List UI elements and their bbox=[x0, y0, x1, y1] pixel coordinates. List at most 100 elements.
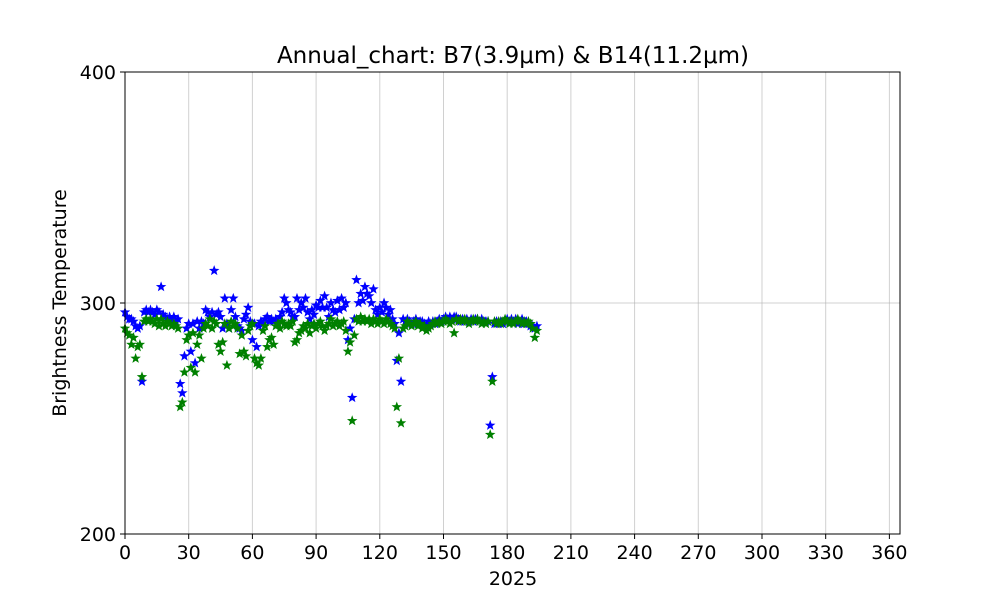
data-point bbox=[385, 304, 396, 315]
data-point bbox=[247, 318, 258, 329]
data-point bbox=[181, 334, 192, 345]
data-point bbox=[363, 290, 375, 301]
x-tick-label: 180 bbox=[489, 542, 525, 564]
data-point bbox=[124, 329, 135, 340]
data-point bbox=[141, 313, 152, 324]
x-tick-label: 330 bbox=[808, 542, 844, 564]
data-point bbox=[134, 320, 146, 331]
data-point bbox=[160, 320, 171, 331]
data-point bbox=[136, 371, 148, 382]
data-point bbox=[489, 315, 500, 326]
data-point bbox=[296, 325, 307, 336]
data-point bbox=[336, 292, 347, 303]
data-point bbox=[342, 334, 354, 345]
data-point bbox=[300, 292, 311, 303]
data-point bbox=[172, 313, 184, 324]
data-point bbox=[380, 313, 392, 324]
data-point bbox=[310, 322, 322, 333]
data-point bbox=[312, 302, 324, 313]
data-point bbox=[128, 315, 139, 326]
data-point bbox=[242, 302, 254, 313]
data-point bbox=[380, 302, 392, 313]
series-green bbox=[119, 311, 543, 440]
data-point bbox=[221, 359, 233, 370]
data-point bbox=[353, 297, 364, 308]
data-point bbox=[410, 315, 422, 326]
data-point bbox=[279, 318, 290, 329]
data-point bbox=[529, 332, 541, 343]
data-point bbox=[448, 327, 460, 338]
data-point bbox=[149, 318, 160, 329]
data-point bbox=[417, 315, 428, 326]
data-point bbox=[242, 325, 254, 336]
data-point bbox=[234, 348, 245, 359]
data-point bbox=[525, 318, 536, 329]
data-point bbox=[429, 315, 441, 326]
data-point bbox=[361, 288, 373, 299]
data-point bbox=[308, 309, 320, 319]
data-point bbox=[332, 295, 343, 306]
data-point bbox=[274, 322, 286, 333]
data-point bbox=[397, 313, 409, 324]
data-point bbox=[329, 306, 341, 317]
data-point bbox=[162, 315, 173, 326]
data-point bbox=[340, 325, 352, 336]
data-point bbox=[338, 302, 349, 313]
data-point bbox=[170, 320, 182, 331]
data-point bbox=[376, 315, 388, 326]
data-point bbox=[514, 315, 526, 326]
data-point bbox=[179, 350, 190, 361]
data-point bbox=[187, 327, 199, 338]
data-point bbox=[223, 322, 235, 333]
data-point bbox=[287, 315, 298, 326]
data-point bbox=[225, 315, 237, 326]
data-point bbox=[208, 315, 220, 326]
data-point bbox=[283, 304, 294, 315]
data-point bbox=[198, 322, 209, 333]
data-point bbox=[306, 304, 318, 315]
x-tick-label: 30 bbox=[177, 542, 201, 564]
data-point bbox=[487, 376, 498, 386]
data-point bbox=[151, 304, 163, 315]
data-point bbox=[168, 318, 180, 329]
x-tick-label: 90 bbox=[304, 542, 328, 564]
data-point bbox=[444, 311, 456, 322]
data-point bbox=[130, 352, 141, 363]
data-point bbox=[255, 352, 267, 363]
data-point bbox=[404, 318, 415, 329]
data-point bbox=[332, 315, 343, 326]
data-point bbox=[351, 274, 362, 285]
data-point bbox=[383, 315, 394, 326]
data-point bbox=[253, 320, 264, 331]
data-point bbox=[126, 313, 137, 324]
data-point bbox=[366, 318, 377, 329]
y-tick-label: 400 bbox=[80, 62, 116, 84]
data-point bbox=[251, 341, 262, 352]
data-point bbox=[257, 318, 269, 329]
data-point bbox=[174, 378, 186, 389]
data-point bbox=[393, 327, 405, 338]
x-tick-label: 150 bbox=[425, 542, 461, 564]
data-point bbox=[344, 336, 356, 347]
data-point bbox=[183, 318, 194, 329]
data-point bbox=[215, 311, 226, 322]
data-point bbox=[359, 281, 371, 292]
data-point bbox=[126, 339, 137, 350]
data-point bbox=[121, 311, 133, 322]
data-point bbox=[202, 320, 214, 331]
data-point bbox=[363, 313, 375, 324]
data-point bbox=[194, 322, 205, 333]
data-point bbox=[155, 281, 167, 292]
data-point bbox=[276, 315, 288, 326]
data-point bbox=[153, 320, 165, 331]
data-point bbox=[340, 297, 352, 308]
data-point bbox=[157, 318, 169, 329]
data-point bbox=[189, 366, 201, 377]
data-point bbox=[147, 315, 158, 326]
data-point bbox=[204, 313, 216, 324]
data-point bbox=[321, 302, 332, 313]
data-point bbox=[249, 352, 260, 363]
data-point bbox=[302, 306, 313, 317]
data-point bbox=[315, 315, 326, 326]
data-point bbox=[213, 339, 224, 350]
